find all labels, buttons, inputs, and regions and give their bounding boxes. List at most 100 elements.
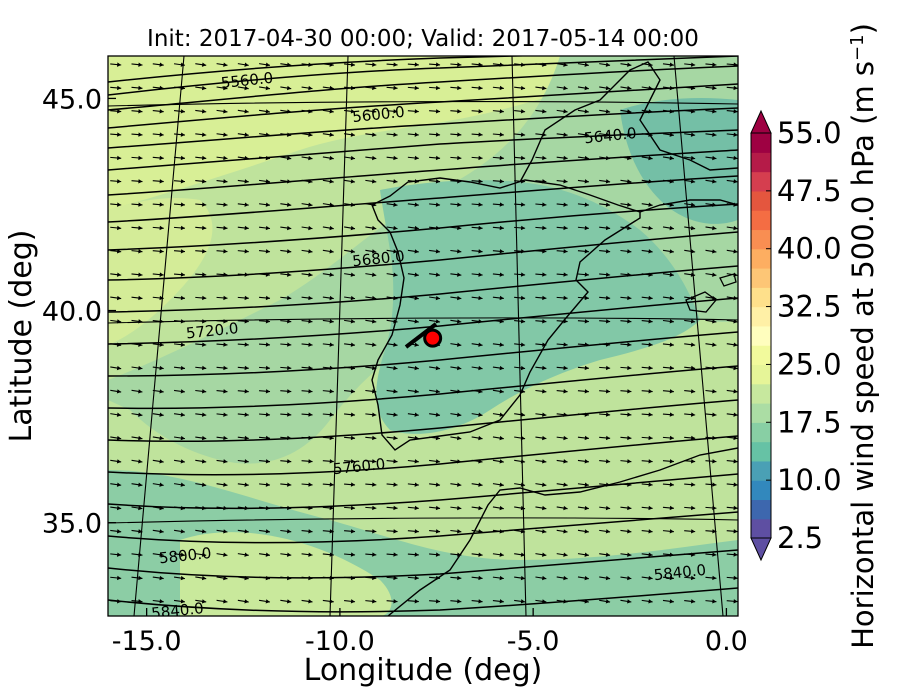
wind-arrow bbox=[386, 132, 398, 137]
wind-arrow bbox=[599, 459, 611, 464]
x-axis-label: Longitude (deg) bbox=[304, 653, 543, 688]
wind-arrow bbox=[301, 272, 313, 277]
wind-arrow bbox=[492, 179, 504, 184]
wind-arrow bbox=[599, 342, 611, 347]
wind-field-band-west bbox=[108, 198, 213, 345]
wind-arrow bbox=[556, 412, 568, 417]
wind-arrow bbox=[471, 459, 483, 464]
wind-arrow bbox=[620, 225, 632, 231]
wind-arrow bbox=[365, 62, 377, 67]
colorbar-label-exponent: −1 bbox=[847, 34, 868, 61]
contour-lines bbox=[108, 56, 738, 613]
wind-arrow bbox=[131, 202, 143, 207]
wind-arrow bbox=[195, 412, 207, 417]
wind-arrow bbox=[301, 529, 313, 534]
colorbar-tick-label: 55.0 bbox=[777, 116, 842, 150]
wind-arrow bbox=[216, 389, 228, 394]
wind-arrow bbox=[110, 389, 122, 394]
wind-arrow bbox=[216, 319, 228, 324]
wind-arrow bbox=[556, 505, 568, 511]
wind-arrow bbox=[344, 109, 356, 114]
wind-arrow bbox=[173, 225, 186, 231]
wind-arrow bbox=[280, 109, 292, 114]
wind-arrow bbox=[662, 482, 674, 487]
wind-arrow bbox=[237, 319, 249, 324]
wind-arrow bbox=[259, 435, 271, 441]
colorbar-tick-label: 17.5 bbox=[777, 405, 842, 439]
wind-arrow bbox=[556, 132, 568, 137]
wind-arrow bbox=[216, 435, 228, 441]
wind-arrow bbox=[386, 435, 398, 441]
wind-arrow bbox=[662, 155, 674, 161]
wind-arrow bbox=[110, 132, 122, 137]
wind-arrow bbox=[152, 295, 164, 301]
wind-arrow bbox=[259, 365, 271, 371]
wind-arrow bbox=[365, 412, 377, 417]
wind-arrow bbox=[577, 202, 589, 207]
wind-arrow bbox=[450, 155, 462, 161]
wind-arrow bbox=[131, 109, 143, 114]
coastline-gulf-of-lion bbox=[639, 199, 738, 213]
wind-arrow bbox=[662, 295, 674, 301]
wind-arrow bbox=[386, 85, 398, 91]
wind-arrow bbox=[131, 482, 143, 487]
wind-arrow bbox=[365, 155, 377, 161]
wind-arrow bbox=[365, 272, 377, 277]
wind-arrow bbox=[322, 272, 334, 277]
wind-arrow bbox=[620, 435, 632, 441]
wind-arrow bbox=[662, 575, 674, 581]
wind-arrow bbox=[705, 389, 717, 394]
wind-arrow bbox=[620, 179, 632, 184]
wind-arrow bbox=[280, 365, 292, 371]
wind-arrow bbox=[110, 552, 122, 557]
wind-arrow bbox=[535, 599, 547, 604]
wind-arrow bbox=[195, 575, 207, 581]
wind-arrow bbox=[152, 599, 164, 604]
wind-arrow bbox=[365, 599, 377, 604]
wind-arrow bbox=[726, 412, 738, 417]
wind-arrow bbox=[365, 575, 377, 581]
wind-arrow bbox=[620, 342, 632, 347]
wind-arrow bbox=[131, 85, 143, 91]
wind-arrow bbox=[173, 459, 186, 464]
wind-arrow bbox=[471, 482, 483, 487]
wind-arrow bbox=[514, 249, 526, 254]
wind-arrow bbox=[492, 272, 504, 277]
wind-arrow bbox=[301, 575, 313, 581]
wind-arrow bbox=[237, 505, 249, 511]
wind-arrow bbox=[705, 319, 717, 324]
wind-arrow bbox=[577, 529, 589, 534]
contour-label: 5720.0 bbox=[185, 319, 239, 342]
colorbar-bin bbox=[751, 268, 771, 288]
wind-arrow bbox=[599, 272, 611, 277]
wind-arrow bbox=[386, 202, 398, 207]
wind-field-light-sw bbox=[180, 532, 392, 616]
wind-arrow bbox=[152, 249, 164, 254]
wind-arrow bbox=[577, 365, 589, 371]
wind-arrow bbox=[577, 319, 589, 324]
wind-arrow bbox=[152, 109, 164, 114]
wind-arrow bbox=[131, 62, 143, 67]
wind-arrow bbox=[216, 412, 228, 417]
wind-arrow bbox=[641, 412, 653, 417]
wind-arrow bbox=[471, 505, 483, 511]
wind-arrow bbox=[386, 342, 398, 347]
wind-arrow bbox=[620, 62, 632, 67]
wind-arrow bbox=[535, 202, 547, 207]
wind-arrow bbox=[110, 295, 122, 301]
wind-arrow bbox=[535, 459, 547, 464]
wind-arrow bbox=[131, 435, 143, 441]
wind-arrow bbox=[110, 342, 122, 347]
wind-arrow bbox=[429, 295, 441, 301]
wind-arrow bbox=[705, 155, 717, 161]
wind-arrow bbox=[577, 85, 589, 91]
wind-arrow bbox=[429, 249, 441, 254]
wind-arrow bbox=[365, 505, 377, 511]
wind-arrow bbox=[662, 599, 674, 604]
wind-arrow bbox=[152, 342, 164, 347]
wind-arrow bbox=[407, 295, 419, 301]
wind-arrow bbox=[599, 552, 611, 557]
wind-arrow bbox=[365, 202, 377, 207]
wind-arrow bbox=[641, 132, 653, 137]
wind-arrow bbox=[407, 179, 419, 184]
